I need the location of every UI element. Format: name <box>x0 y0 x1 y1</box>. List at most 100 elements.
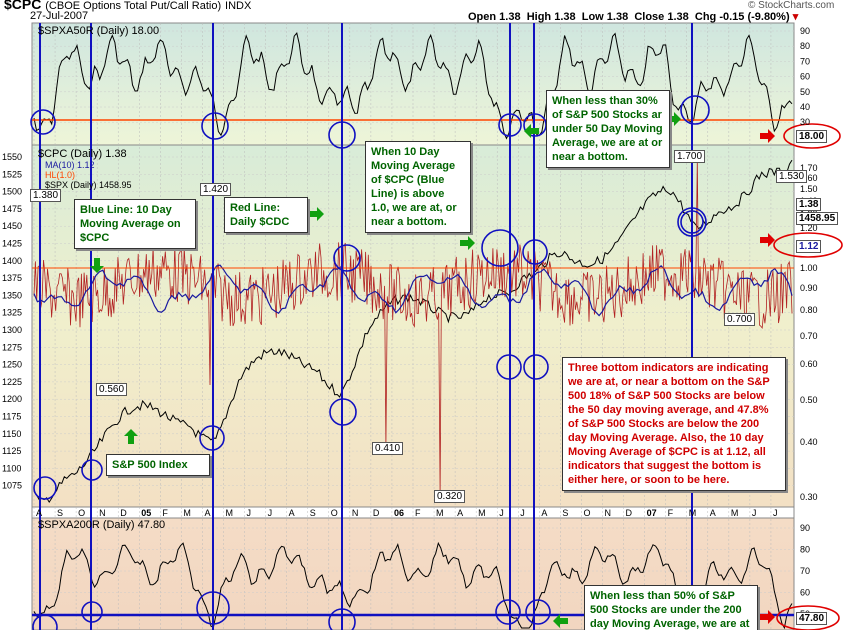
note-ma10: When 10 Day Moving Average of $CPC (Blue… <box>365 141 471 233</box>
spx-value-box: 1458.95 <box>796 212 839 225</box>
x-tick-label: F <box>162 508 168 518</box>
left-tick-label: 1250 <box>2 360 22 370</box>
x-tick-label: J <box>499 508 504 518</box>
top-tick-label: 80 <box>800 41 810 51</box>
spxa50r-line <box>33 32 793 140</box>
x-tick-label: S <box>57 508 63 518</box>
note-red-line: Red Line: Daily $CDC <box>224 197 308 233</box>
x-tick-label: O <box>583 508 590 518</box>
spx-label: $SPX (Daily) 1458.95 <box>45 180 132 190</box>
data-label: 1.530 <box>776 170 808 183</box>
x-tick-label: M <box>436 508 444 518</box>
highlight-circle <box>773 232 843 258</box>
x-tick-label: M <box>731 508 739 518</box>
note-spxa50r: When less than 30% of S&P 500 Stocks ar … <box>546 90 670 168</box>
x-tick-label: A <box>36 508 42 518</box>
x-tick-label: N <box>352 508 359 518</box>
x-tick-label: O <box>78 508 85 518</box>
left-tick-label: 1300 <box>2 325 22 335</box>
x-tick-label: M <box>183 508 191 518</box>
x-tick-label: 07 <box>647 508 657 518</box>
down-arrow-icon: ▾ <box>792 11 799 23</box>
x-tick-label: J <box>752 508 757 518</box>
bottom-circle <box>525 599 551 625</box>
cpc-label: $CPC (Daily) 1.38 <box>38 148 127 160</box>
note-bottom-indicators: Three bottom indicators are indicating w… <box>562 357 786 491</box>
bottom-circle <box>498 113 522 137</box>
x-tick-label: N <box>605 508 612 518</box>
right-tick-label: 0.80 <box>800 305 818 315</box>
left-tick-label: 1200 <box>2 394 22 404</box>
right-tick-label: 1.20 <box>800 223 818 233</box>
bottom-circle <box>32 614 58 630</box>
arrow-up-icon <box>124 429 138 444</box>
left-tick-label: 1450 <box>2 221 22 231</box>
bottom-circle <box>495 599 521 625</box>
right-tick-label: 1.70 <box>800 163 818 173</box>
bottom-circle <box>522 239 548 265</box>
bottom-panel-label: $SPXA200R (Daily) 47.80 <box>38 519 166 531</box>
ma-value-box: 1.12 <box>796 240 822 253</box>
left-tick-label: 1075 <box>2 481 22 491</box>
data-label: 0.700 <box>724 313 756 326</box>
bottom-circle <box>328 608 356 630</box>
arrow-left-icon <box>524 124 539 138</box>
data-label: 0.410 <box>372 442 404 455</box>
left-tick-label: 1525 <box>2 169 22 179</box>
title-desc: (CBOE Options Total Put/Call Ratio) <box>45 0 222 12</box>
x-tick-label: J <box>268 508 273 518</box>
top-value-box: 18.00 <box>796 130 828 143</box>
arrow-right-icon <box>666 112 681 126</box>
data-label: 1.700 <box>674 150 706 163</box>
cpc-value-box: 1.38 <box>796 198 822 211</box>
spxa200r-line <box>33 541 793 630</box>
bottom-circle <box>680 95 710 125</box>
close-value: Close 1.38 <box>634 11 689 23</box>
bottom-circle <box>81 459 103 481</box>
data-label: 1.380 <box>30 189 62 202</box>
bottom-circle <box>199 425 225 451</box>
bottom-value-box: 47.80 <box>796 612 828 625</box>
x-tick-label: A <box>204 508 210 518</box>
note-spx-index: S&P 500 Index <box>106 454 210 476</box>
ohlc-bar: Open 1.38 High 1.38 Low 1.38 Close 1.38 … <box>468 10 798 23</box>
spx-line <box>33 159 793 504</box>
right-tick-label: 0.50 <box>800 395 818 405</box>
right-tick-label: 0.70 <box>800 331 818 341</box>
right-tick-label: 1.60 <box>800 173 818 183</box>
bottom-tick-label: 90 <box>800 523 810 533</box>
x-tick-label: F <box>415 508 421 518</box>
x-tick-label: F <box>668 508 674 518</box>
highlight-circle <box>776 605 840 630</box>
x-tick-label: A <box>457 508 463 518</box>
x-tick-label: S <box>562 508 568 518</box>
data-label: 0.560 <box>96 383 128 396</box>
title-symbol: $CPC <box>4 0 42 12</box>
arrow-right-icon <box>309 207 324 221</box>
top-tick-label: 70 <box>800 56 810 66</box>
top-tick-label: 50 <box>800 87 810 97</box>
ma10-line <box>33 264 793 317</box>
bottom-circle <box>33 476 57 500</box>
top-panel-label: $SPXA50R (Daily) 18.00 <box>38 25 160 37</box>
title-exchange: INDX <box>225 0 252 12</box>
high-value: High 1.38 <box>526 11 576 23</box>
x-tick-label: J <box>247 508 252 518</box>
x-tick-label: 05 <box>141 508 151 518</box>
x-tick-label: M <box>226 508 234 518</box>
bottom-circle <box>680 210 704 234</box>
data-label: 1.420 <box>200 183 232 196</box>
arrow-right-icon <box>760 233 775 247</box>
x-tick-label: A <box>289 508 295 518</box>
x-tick-label: M <box>478 508 486 518</box>
bottom-circle <box>523 354 549 380</box>
arrow-right-icon <box>460 236 475 250</box>
bottom-circle <box>329 398 357 426</box>
arrow-right-icon <box>760 129 775 143</box>
bottom-circle <box>496 354 522 380</box>
x-tick-label: D <box>626 508 633 518</box>
left-tick-label: 1375 <box>2 273 22 283</box>
note-blue-line: Blue Line: 10 Day Moving Average on $CPC <box>74 199 196 249</box>
bottom-tick-label: 60 <box>800 588 810 598</box>
